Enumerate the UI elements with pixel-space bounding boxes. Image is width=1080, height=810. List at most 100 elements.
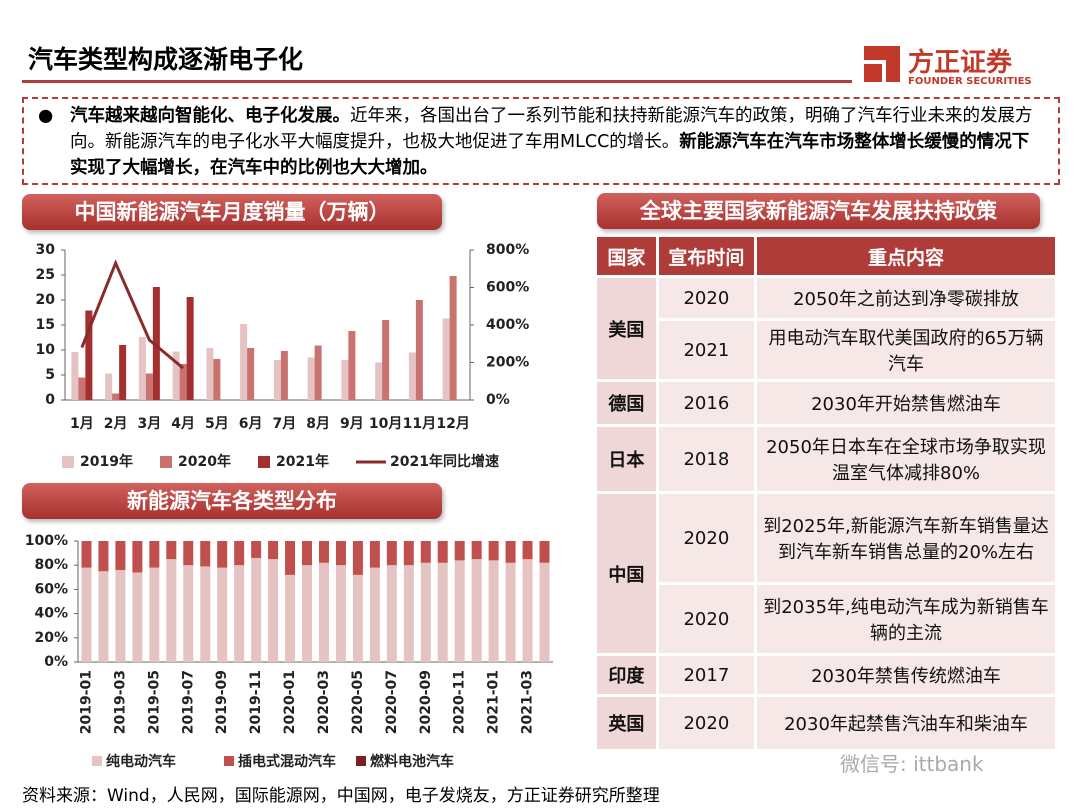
- source: 资料来源：Wind，人民网，国际能源网，中国网，电子发烧友，方正证券研究所整理: [0, 782, 1080, 810]
- bar-segment: [539, 562, 550, 662]
- bar-segment: [81, 567, 92, 662]
- policy-table: 国家 宣布时间 重点内容 美国 2020 2050年之前达到净零碳排放 2021 用电动汽车取…: [594, 234, 1058, 752]
- bar-segment: [352, 541, 363, 575]
- logo-icon: [864, 46, 900, 82]
- bar: [240, 324, 248, 400]
- table-row: 日本 2018 2050年日本车在全球市场争取实现温室气体减排80%: [597, 427, 1055, 491]
- bar-segment: [132, 572, 143, 662]
- year-cell: 2020: [658, 278, 755, 318]
- year-cell: 2017: [658, 656, 755, 694]
- x-tick-label: 11月: [403, 416, 436, 432]
- x-tick-label: 2019-03: [112, 670, 128, 734]
- bar-segment: [285, 574, 296, 662]
- bar-segment: [302, 565, 313, 662]
- bar-segment: [386, 565, 397, 662]
- x-tick-label: 7月: [273, 416, 297, 432]
- bar-segment: [488, 560, 499, 662]
- bar-segment: [522, 541, 533, 560]
- legend-swatch: [160, 456, 172, 468]
- content-cell: 2030年起禁售汽油车和柴油车: [757, 697, 1055, 749]
- bar: [78, 377, 86, 400]
- bar-segment: [522, 559, 533, 662]
- bar-segment: [98, 541, 109, 572]
- bar: [206, 348, 214, 400]
- bar-segment: [505, 541, 516, 563]
- bar-segment: [115, 541, 126, 571]
- x-tick-label: 2月: [104, 416, 128, 432]
- bar-segment: [454, 560, 465, 662]
- y-tick-label: 20%: [34, 630, 68, 646]
- bar: [247, 348, 255, 400]
- x-tick-label: 4月: [171, 416, 195, 432]
- x-tick-label: 1月: [70, 416, 94, 432]
- country-cell: 德国: [597, 382, 656, 424]
- legend-swatch: [62, 456, 74, 468]
- legend-label: 2021年同比增速: [390, 453, 499, 470]
- y-tick-label: 80%: [34, 557, 68, 573]
- bar-segment: [369, 541, 380, 568]
- country-cell: 日本: [597, 427, 656, 491]
- y-tick-label: 30: [36, 242, 56, 258]
- header-cell: 国家: [597, 237, 656, 275]
- content-cell: 2050年之前达到净零碳排放: [757, 278, 1055, 318]
- year-cell: 2018: [658, 427, 755, 491]
- legend-label: 2019年: [80, 453, 133, 470]
- bar: [314, 345, 322, 400]
- table-row: 2021 用电动汽车取代美国政府的65万辆汽车: [597, 321, 1055, 379]
- bar-segment: [335, 541, 346, 566]
- bar-segment: [471, 541, 482, 560]
- legend-label: 2020年: [178, 453, 231, 470]
- y-tick-label: 15: [36, 317, 55, 333]
- y-tick-label: 0%: [44, 654, 68, 670]
- bar: [348, 331, 356, 400]
- bar-segment: [352, 574, 363, 662]
- bar: [105, 373, 113, 400]
- bar-segment: [318, 562, 329, 662]
- bar: [442, 318, 450, 400]
- bar: [152, 287, 160, 400]
- x-tick-label: 2021-01: [486, 670, 502, 734]
- x-tick-label: 2019-09: [214, 670, 230, 734]
- header-cell: 宣布时间: [658, 237, 755, 275]
- bar-segment: [217, 541, 228, 568]
- bar-segment: [149, 567, 160, 662]
- content-cell: 2050年日本车在全球市场争取实现温室气体减排80%: [757, 427, 1055, 491]
- bar-segment: [437, 562, 448, 662]
- slide-title: 汽车类型构成逐渐电子化: [28, 45, 304, 74]
- y-tick-label: 20: [36, 292, 56, 308]
- content-cell: 2030年开始禁售燃油车: [757, 382, 1055, 424]
- bar-segment: [183, 565, 194, 662]
- bar: [179, 364, 187, 400]
- bar: [415, 300, 423, 400]
- bar: [307, 357, 315, 400]
- bar-segment: [369, 567, 380, 662]
- x-tick-label: 10月: [369, 416, 402, 432]
- year-cell: 2021: [658, 321, 755, 379]
- bar-segment: [81, 541, 92, 568]
- bar-segment: [302, 541, 313, 566]
- bar: [145, 373, 153, 400]
- chart-title: 新能源汽车各类型分布: [22, 483, 442, 519]
- bar: [273, 360, 281, 400]
- table-row: 2020 到2035年,纯电动汽车成为新销售车辆的主流: [597, 585, 1055, 653]
- bar: [280, 351, 288, 400]
- y-tick-label: 800%: [486, 242, 529, 258]
- bar-segment: [115, 570, 126, 662]
- bar: [375, 362, 383, 400]
- bar-segment: [437, 541, 448, 563]
- country-cell: 中国: [597, 494, 656, 653]
- bullet-segment: 新能源汽车在汽车市场整体增长缓慢的情况下实现了大幅增长，在汽车中的比例也大大增加…: [70, 132, 1030, 178]
- x-tick-label: 8月: [306, 416, 330, 432]
- bar-segment: [200, 541, 211, 567]
- table-row: 德国 2016 2030年开始禁售燃油车: [597, 382, 1055, 424]
- x-tick-label: 5月: [205, 416, 229, 432]
- bar-segment: [251, 557, 262, 662]
- content-cell: 到2035年,纯电动汽车成为新销售车辆的主流: [757, 585, 1055, 653]
- bar-segment: [285, 541, 296, 575]
- x-tick-label: 2020-09: [418, 670, 434, 734]
- bar-segment: [234, 541, 245, 566]
- logo-subname: FOUNDER SECURITIES: [908, 76, 1032, 87]
- bar: [119, 345, 127, 400]
- x-tick-label: 12月: [436, 416, 469, 432]
